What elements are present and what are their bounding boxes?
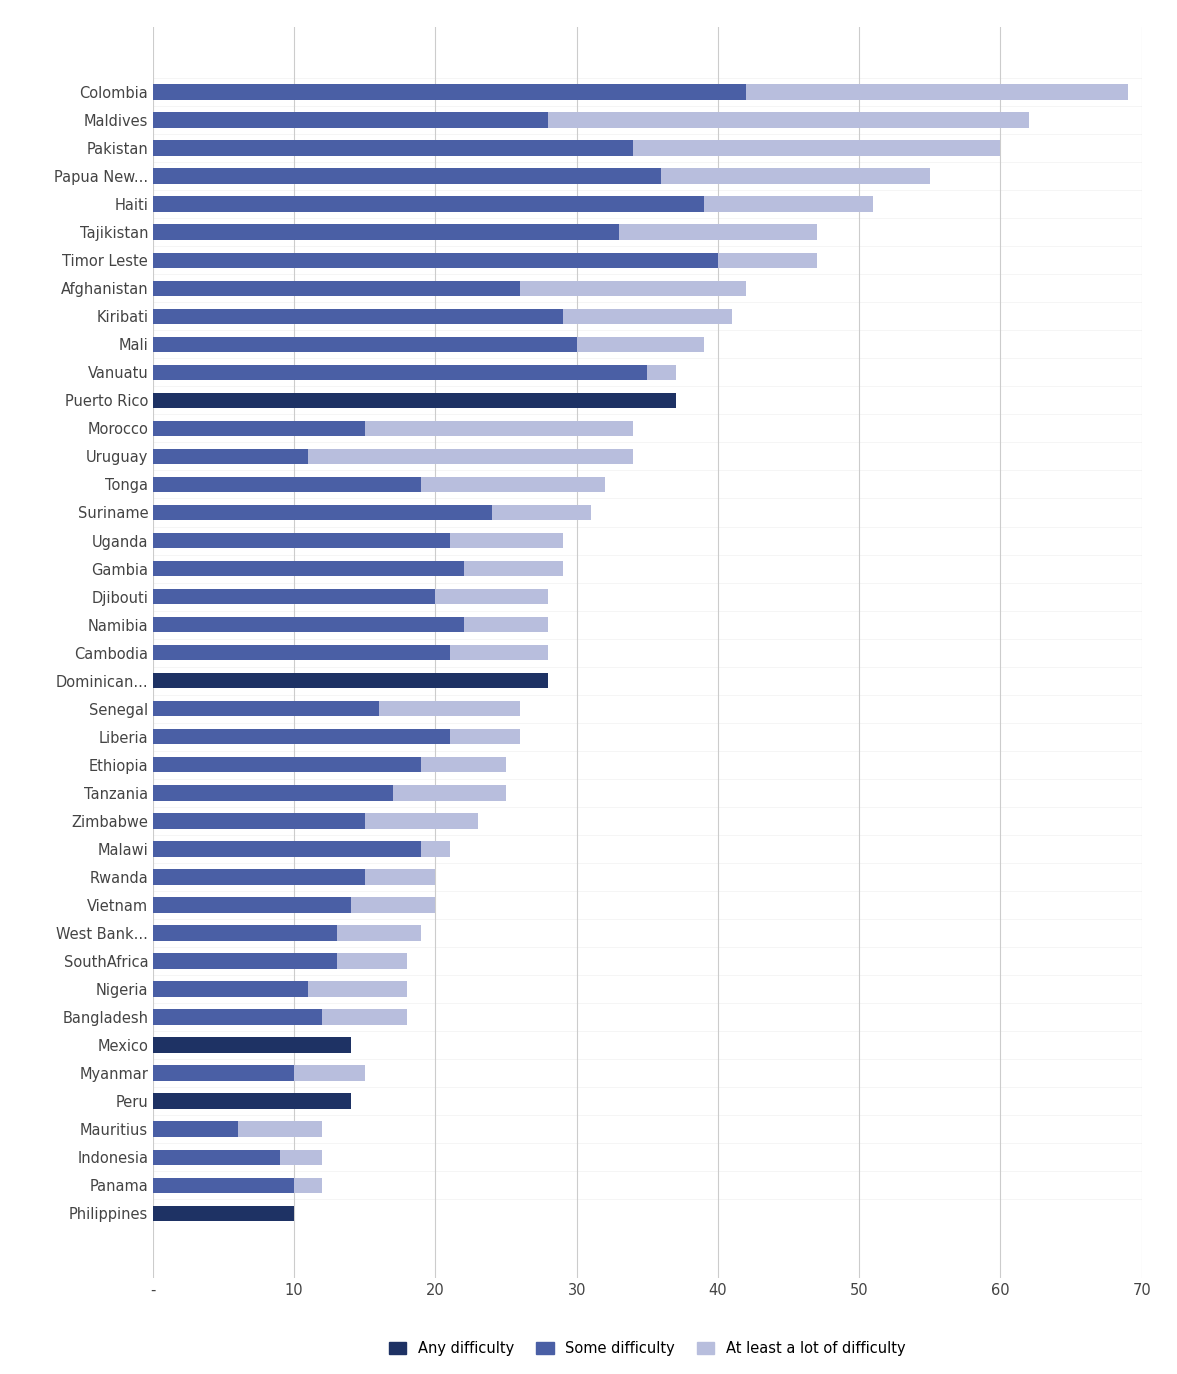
- Bar: [294, 1065, 365, 1081]
- Bar: [294, 1178, 322, 1193]
- Bar: [153, 420, 365, 436]
- Bar: [153, 561, 464, 576]
- Bar: [153, 1178, 294, 1193]
- Bar: [577, 337, 704, 352]
- Bar: [153, 870, 365, 885]
- Bar: [153, 309, 563, 324]
- Bar: [153, 617, 464, 632]
- Bar: [337, 954, 407, 969]
- Bar: [746, 84, 1128, 100]
- Bar: [153, 253, 718, 268]
- Bar: [153, 477, 421, 492]
- Bar: [153, 1205, 294, 1221]
- Bar: [153, 393, 676, 408]
- Bar: [153, 449, 308, 464]
- Bar: [633, 140, 1000, 155]
- Bar: [153, 981, 308, 996]
- Bar: [661, 169, 930, 184]
- Bar: [153, 140, 633, 155]
- Bar: [421, 477, 605, 492]
- Bar: [280, 1150, 322, 1165]
- Bar: [153, 589, 435, 605]
- Bar: [308, 981, 407, 996]
- Bar: [153, 785, 393, 801]
- Bar: [365, 813, 478, 829]
- Bar: [153, 504, 492, 521]
- Bar: [153, 1150, 280, 1165]
- Bar: [704, 196, 873, 212]
- Bar: [322, 1010, 407, 1025]
- Bar: [153, 1010, 322, 1025]
- Bar: [520, 280, 746, 295]
- Bar: [153, 113, 548, 128]
- Bar: [464, 617, 548, 632]
- Bar: [365, 420, 633, 436]
- Bar: [238, 1121, 322, 1136]
- Bar: [421, 757, 506, 772]
- Bar: [153, 925, 337, 941]
- Bar: [548, 113, 1029, 128]
- Bar: [153, 954, 337, 969]
- Bar: [153, 1065, 294, 1081]
- Bar: [435, 589, 548, 605]
- Bar: [365, 870, 435, 885]
- Bar: [718, 253, 817, 268]
- Bar: [153, 337, 577, 352]
- Bar: [337, 925, 421, 941]
- Bar: [153, 280, 520, 295]
- Bar: [393, 785, 506, 801]
- Bar: [450, 730, 520, 745]
- Bar: [153, 897, 351, 912]
- Bar: [153, 757, 421, 772]
- Bar: [153, 644, 450, 661]
- Bar: [421, 841, 450, 856]
- Bar: [153, 84, 746, 100]
- Legend: Any difficulty, Some difficulty, At least a lot of difficulty: Any difficulty, Some difficulty, At leas…: [383, 1336, 912, 1362]
- Bar: [308, 449, 633, 464]
- Bar: [153, 169, 661, 184]
- Bar: [351, 897, 435, 912]
- Bar: [153, 730, 450, 745]
- Bar: [619, 224, 817, 240]
- Bar: [563, 309, 732, 324]
- Bar: [153, 196, 704, 212]
- Bar: [153, 533, 450, 548]
- Bar: [153, 224, 619, 240]
- Bar: [153, 1121, 238, 1136]
- Bar: [464, 561, 563, 576]
- Bar: [450, 644, 548, 661]
- Bar: [153, 364, 647, 381]
- Bar: [153, 673, 548, 688]
- Bar: [153, 1094, 351, 1109]
- Bar: [153, 841, 421, 856]
- Bar: [153, 701, 379, 716]
- Bar: [647, 364, 676, 381]
- Bar: [153, 1037, 351, 1052]
- Bar: [153, 813, 365, 829]
- Bar: [379, 701, 520, 716]
- Bar: [492, 504, 591, 521]
- Bar: [450, 533, 563, 548]
